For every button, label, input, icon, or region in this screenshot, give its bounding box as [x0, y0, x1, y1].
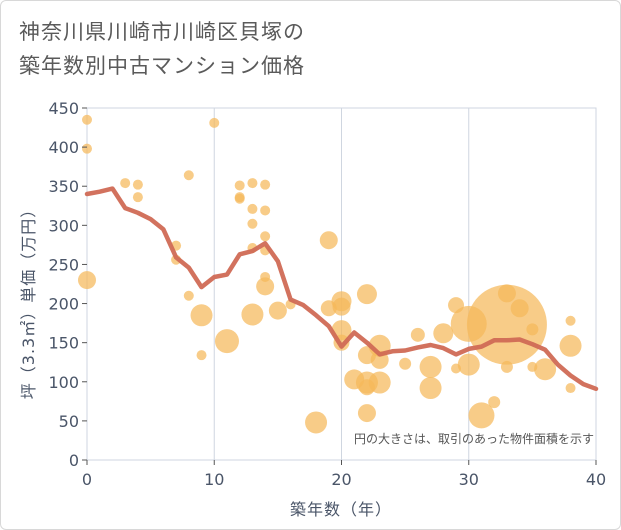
data-bubble: [241, 303, 264, 326]
y-tick-label: 350: [48, 177, 79, 196]
data-bubble: [357, 404, 376, 423]
data-bubble: [305, 411, 328, 434]
y-tick-label: 50: [59, 412, 79, 431]
data-bubble: [82, 143, 92, 154]
y-axis-ticks: 0 50 100 150 200 250 300 350 400 450: [48, 99, 87, 470]
data-bubble: [332, 297, 351, 316]
data-bubble: [183, 170, 194, 181]
y-tick-label: 200: [48, 295, 79, 314]
data-bubble: [247, 218, 258, 229]
chart-title: 神奈川県川崎市川崎区貝塚の 築年数別中古マンション価格: [19, 15, 579, 83]
x-tick-label: 10: [204, 470, 224, 489]
data-bubble: [559, 334, 582, 357]
data-bubble: [82, 114, 92, 125]
data-bubble: [457, 353, 480, 376]
data-bubble: [120, 178, 131, 189]
data-bubble: [183, 290, 194, 301]
data-bubble: [234, 180, 245, 191]
data-bubble: [565, 315, 576, 326]
data-bubble: [356, 284, 377, 305]
data-bubble: [433, 323, 454, 344]
data-bubble: [468, 402, 495, 429]
data-bubble: [565, 383, 576, 394]
data-bubble: [419, 355, 442, 378]
data-bubble: [368, 371, 391, 394]
data-bubble: [510, 299, 529, 318]
x-tick-label: 40: [586, 470, 606, 489]
x-tick-label: 20: [331, 470, 351, 489]
x-axis-ticks: 0 10 20 30 40: [82, 460, 606, 489]
data-bubble: [234, 193, 245, 204]
x-tick-label: 0: [82, 470, 92, 489]
data-bubble: [247, 178, 258, 189]
data-bubble: [132, 179, 143, 190]
data-bubble: [190, 304, 213, 327]
data-bubble: [209, 117, 220, 128]
data-bubble: [260, 205, 271, 216]
x-axis-label: 築年数（年）: [290, 500, 392, 519]
line-layer: [84, 186, 599, 392]
y-tick-label: 400: [48, 138, 79, 157]
chart-title-line2: 築年数別中古マンション価格: [19, 54, 305, 78]
y-axis-label: 坪（3.3㎡）単価（万円）: [19, 201, 38, 399]
y-tick-label: 0: [69, 451, 79, 470]
data-bubble: [260, 231, 271, 242]
y-tick-label: 250: [48, 255, 79, 274]
data-bubble: [256, 277, 275, 296]
data-bubble: [214, 329, 239, 354]
grid-lines: [86, 108, 597, 460]
y-tick-label: 450: [48, 99, 79, 118]
y-tick-label: 300: [48, 216, 79, 235]
data-bubble: [399, 357, 412, 370]
average-price-line: [84, 186, 599, 392]
data-bubble: [526, 323, 539, 336]
y-tick-label: 150: [48, 334, 79, 353]
data-bubble: [500, 360, 513, 373]
data-bubble: [260, 179, 271, 190]
data-bubble: [410, 327, 425, 342]
y-tick-label: 100: [48, 373, 79, 392]
data-bubble: [534, 358, 557, 381]
data-bubble: [497, 284, 516, 303]
data-bubble: [419, 377, 442, 400]
chart-note: 円の大きさは、取引のあった物件面積を示す: [354, 431, 594, 446]
data-bubble: [488, 396, 501, 409]
data-bubble: [196, 350, 207, 361]
data-bubble: [268, 301, 287, 320]
chart-title-line1: 神奈川県川崎市川崎区貝塚の: [19, 20, 305, 44]
x-tick-label: 30: [459, 470, 479, 489]
data-bubble: [132, 192, 143, 203]
data-bubble: [78, 271, 96, 290]
data-bubble: [319, 231, 338, 250]
data-bubble: [247, 203, 258, 214]
